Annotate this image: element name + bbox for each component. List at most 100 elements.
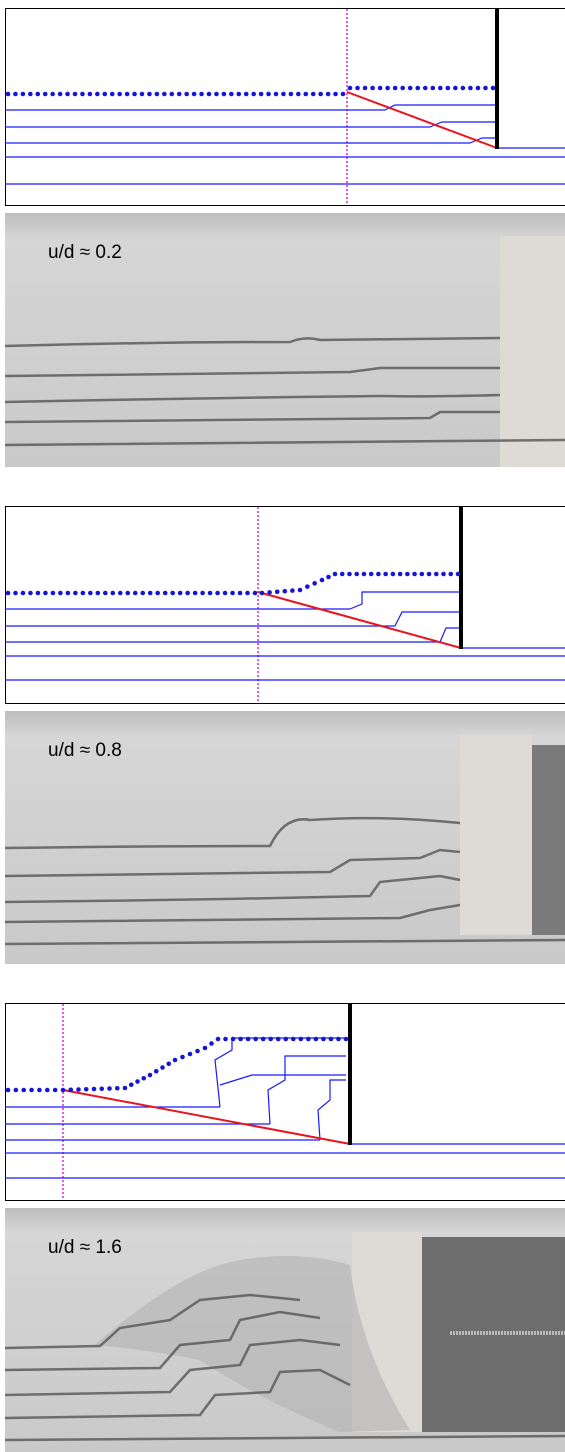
dot	[237, 590, 243, 596]
dot	[13, 590, 18, 596]
dot	[20, 590, 26, 596]
dot	[332, 571, 338, 577]
dot	[468, 85, 473, 91]
dot	[426, 571, 432, 577]
dot	[306, 1036, 311, 1042]
dot	[43, 590, 48, 596]
dot	[214, 91, 219, 97]
dot	[455, 571, 461, 577]
dot	[44, 1087, 50, 1093]
dot	[385, 85, 390, 91]
surface-dots	[5, 571, 461, 596]
dot	[180, 1054, 185, 1060]
dot	[114, 1085, 120, 1091]
dot	[460, 85, 466, 91]
dot	[328, 1036, 334, 1042]
dot	[343, 1036, 349, 1042]
dot	[376, 571, 381, 577]
slope	[257, 591, 462, 649]
dot	[229, 91, 234, 97]
dot	[76, 1087, 81, 1092]
dot	[258, 91, 264, 97]
dot	[430, 85, 436, 91]
dot	[110, 590, 116, 596]
dot	[340, 91, 346, 97]
dot	[107, 1086, 112, 1091]
dot	[238, 1036, 243, 1042]
dot	[187, 1051, 193, 1057]
dot	[245, 590, 250, 596]
dot	[475, 85, 481, 91]
dot	[415, 85, 421, 91]
frame	[5, 1003, 565, 1201]
dot	[80, 91, 85, 97]
dot	[283, 1036, 289, 1042]
dot	[230, 590, 235, 596]
dot	[13, 91, 18, 97]
dot	[296, 91, 301, 97]
dot	[252, 590, 258, 596]
dot	[52, 1087, 58, 1093]
dot	[185, 590, 190, 596]
photo	[5, 213, 565, 467]
dot	[441, 571, 446, 577]
dot	[117, 91, 122, 97]
dot	[282, 588, 288, 594]
dot	[422, 85, 428, 91]
dot	[176, 91, 182, 97]
dot	[267, 590, 272, 595]
dot	[275, 1036, 281, 1042]
dot	[400, 85, 405, 91]
dot	[297, 587, 303, 593]
dot	[253, 1036, 258, 1042]
dot	[124, 91, 130, 97]
dot	[483, 85, 488, 91]
dot	[95, 91, 100, 97]
dot	[169, 91, 175, 97]
dot	[122, 1085, 128, 1091]
dot	[91, 1086, 97, 1092]
dot	[162, 91, 167, 97]
dot	[50, 590, 56, 596]
dot	[319, 577, 325, 583]
strata	[4, 336, 565, 447]
dot	[368, 571, 374, 577]
photo-2: u/d ≈ 0.8	[4, 711, 565, 964]
dot	[274, 589, 280, 595]
dot	[65, 91, 70, 97]
dot	[392, 85, 398, 91]
dot	[147, 91, 152, 97]
dot	[230, 1036, 236, 1042]
dot	[207, 590, 213, 596]
dot	[448, 571, 454, 577]
dot	[433, 571, 439, 577]
dot	[288, 91, 294, 97]
dot	[298, 1036, 304, 1042]
dot	[5, 1087, 11, 1093]
dot	[405, 571, 410, 577]
dot	[160, 1065, 165, 1070]
dot	[132, 590, 138, 596]
label: u/d ≈ 0.2	[48, 242, 122, 263]
dot	[117, 590, 123, 596]
dot	[390, 571, 396, 577]
slope	[62, 1089, 351, 1145]
dot	[21, 1087, 27, 1093]
layers	[5, 1037, 565, 1179]
ruler	[500, 236, 565, 467]
dot	[184, 91, 189, 97]
dot	[37, 1087, 42, 1093]
dot	[50, 91, 55, 97]
dot	[195, 1048, 200, 1054]
photo-3: u/d ≈ 1.6	[4, 1208, 565, 1452]
dot	[87, 91, 93, 97]
dot	[259, 590, 265, 596]
dot	[260, 1036, 266, 1042]
dot	[109, 91, 115, 97]
dot	[20, 91, 26, 97]
dot	[35, 590, 41, 596]
dot	[29, 1087, 34, 1093]
dot	[154, 91, 160, 97]
dot	[57, 91, 63, 97]
